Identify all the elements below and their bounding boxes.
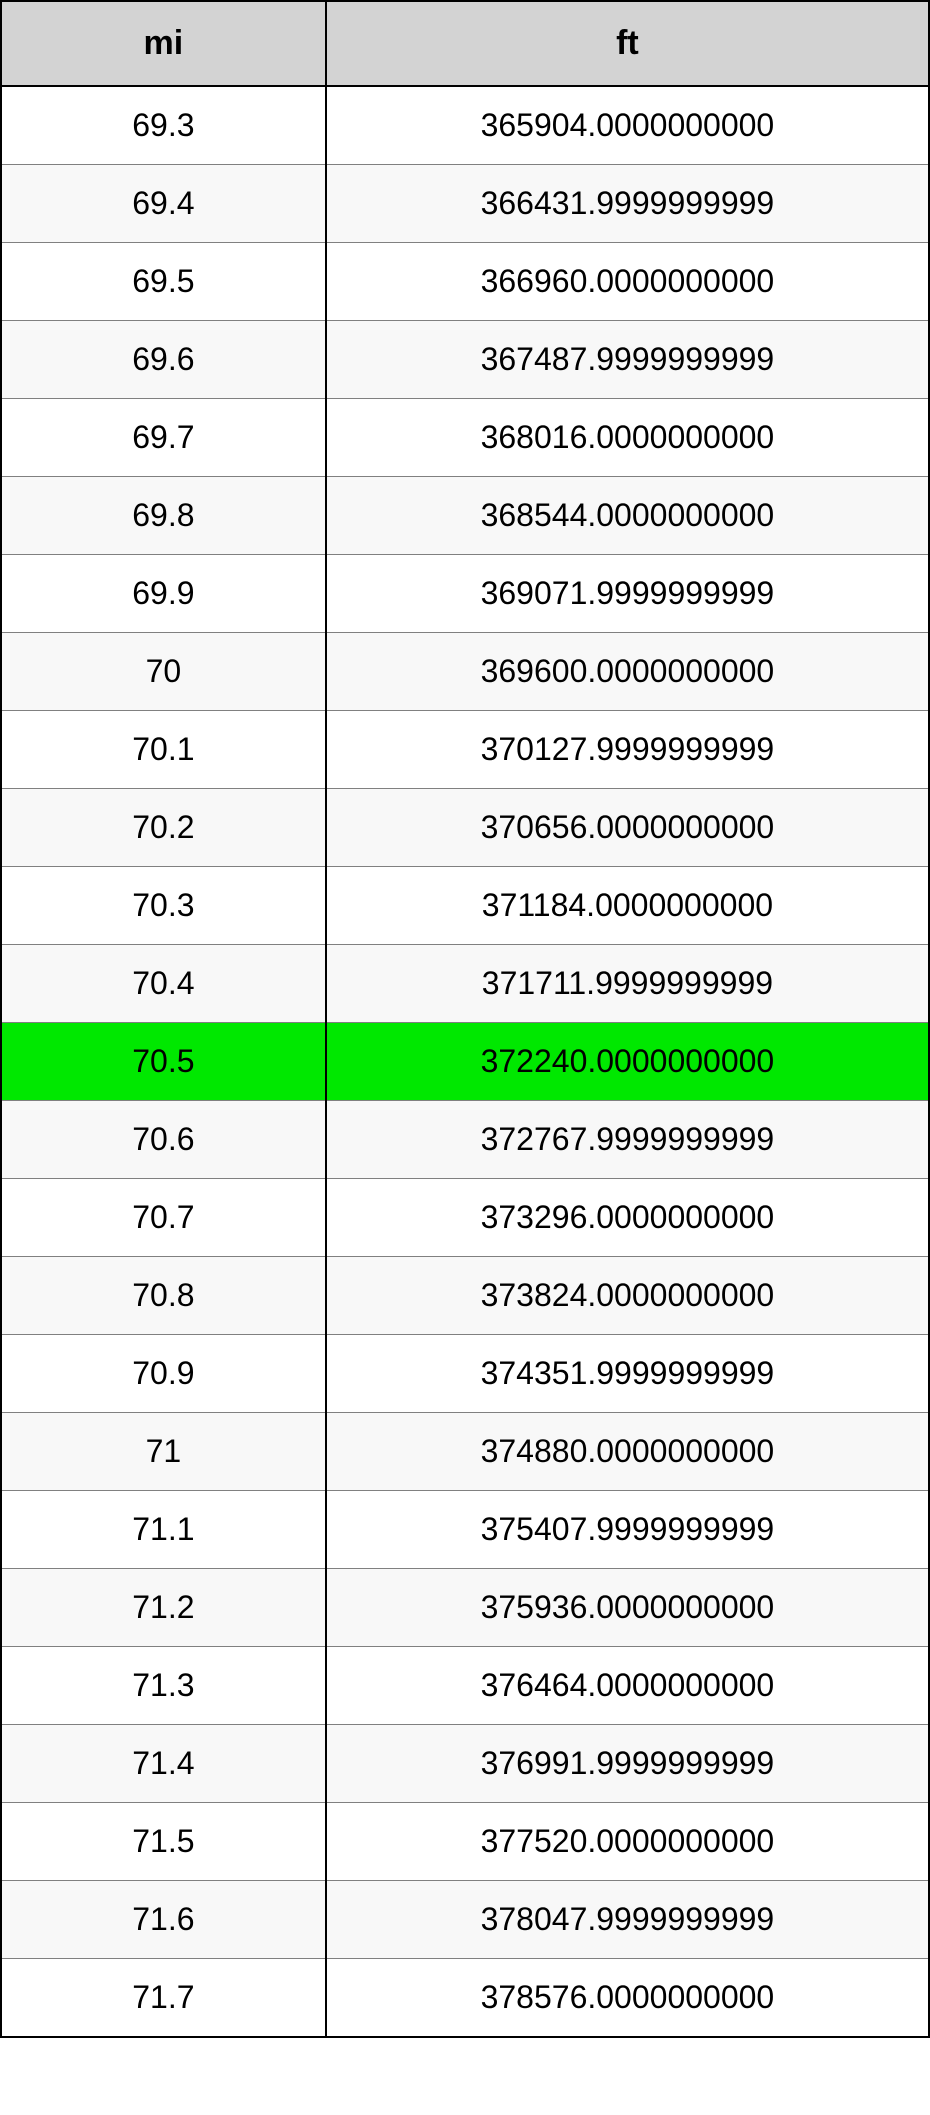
table-row: 71.6378047.9999999999 [1,1881,929,1959]
table-row: 71.3376464.0000000000 [1,1647,929,1725]
cell-mi: 69.7 [1,399,326,477]
cell-ft: 372240.0000000000 [326,1023,929,1101]
cell-ft: 372767.9999999999 [326,1101,929,1179]
cell-mi: 71.7 [1,1959,326,2038]
table-row: 70.1370127.9999999999 [1,711,929,789]
cell-ft: 371711.9999999999 [326,945,929,1023]
table-row: 70.2370656.0000000000 [1,789,929,867]
cell-ft: 367487.9999999999 [326,321,929,399]
cell-mi: 70.8 [1,1257,326,1335]
cell-mi: 71.6 [1,1881,326,1959]
cell-mi: 71 [1,1413,326,1491]
table-row: 69.9369071.9999999999 [1,555,929,633]
table-row: 69.8368544.0000000000 [1,477,929,555]
cell-mi: 70 [1,633,326,711]
table-body: 69.3365904.000000000069.4366431.99999999… [1,86,929,2037]
table-row: 71374880.0000000000 [1,1413,929,1491]
table-row: 69.5366960.0000000000 [1,243,929,321]
cell-ft: 375936.0000000000 [326,1569,929,1647]
cell-ft: 369071.9999999999 [326,555,929,633]
table-row: 70.9374351.9999999999 [1,1335,929,1413]
table-row: 71.7378576.0000000000 [1,1959,929,2038]
table-row: 70.6372767.9999999999 [1,1101,929,1179]
cell-ft: 370127.9999999999 [326,711,929,789]
cell-mi: 69.9 [1,555,326,633]
table-row: 69.6367487.9999999999 [1,321,929,399]
cell-mi: 70.2 [1,789,326,867]
cell-ft: 374351.9999999999 [326,1335,929,1413]
table-row: 71.1375407.9999999999 [1,1491,929,1569]
conversion-table: mi ft 69.3365904.000000000069.4366431.99… [0,0,930,2038]
cell-ft: 378576.0000000000 [326,1959,929,2038]
table-row: 70.3371184.0000000000 [1,867,929,945]
cell-ft: 368016.0000000000 [326,399,929,477]
table-row: 71.5377520.0000000000 [1,1803,929,1881]
cell-ft: 371184.0000000000 [326,867,929,945]
cell-mi: 71.1 [1,1491,326,1569]
cell-mi: 70.4 [1,945,326,1023]
cell-ft: 376464.0000000000 [326,1647,929,1725]
cell-mi: 71.2 [1,1569,326,1647]
cell-mi: 69.5 [1,243,326,321]
cell-mi: 69.6 [1,321,326,399]
cell-mi: 69.3 [1,86,326,165]
cell-ft: 377520.0000000000 [326,1803,929,1881]
column-header-mi: mi [1,1,326,86]
cell-mi: 70.1 [1,711,326,789]
cell-ft: 365904.0000000000 [326,86,929,165]
table-row: 70.5372240.0000000000 [1,1023,929,1101]
table-row: 70369600.0000000000 [1,633,929,711]
table-row: 69.3365904.0000000000 [1,86,929,165]
cell-ft: 370656.0000000000 [326,789,929,867]
cell-ft: 368544.0000000000 [326,477,929,555]
cell-ft: 373824.0000000000 [326,1257,929,1335]
cell-ft: 366431.9999999999 [326,165,929,243]
cell-mi: 71.3 [1,1647,326,1725]
table-row: 71.4376991.9999999999 [1,1725,929,1803]
cell-mi: 70.9 [1,1335,326,1413]
cell-mi: 71.4 [1,1725,326,1803]
cell-mi: 70.6 [1,1101,326,1179]
cell-mi: 70.7 [1,1179,326,1257]
cell-mi: 70.5 [1,1023,326,1101]
cell-ft: 373296.0000000000 [326,1179,929,1257]
cell-ft: 375407.9999999999 [326,1491,929,1569]
cell-ft: 374880.0000000000 [326,1413,929,1491]
cell-ft: 376991.9999999999 [326,1725,929,1803]
cell-mi: 69.8 [1,477,326,555]
table-row: 69.7368016.0000000000 [1,399,929,477]
cell-ft: 369600.0000000000 [326,633,929,711]
table-row: 70.8373824.0000000000 [1,1257,929,1335]
cell-mi: 70.3 [1,867,326,945]
cell-ft: 378047.9999999999 [326,1881,929,1959]
table-row: 71.2375936.0000000000 [1,1569,929,1647]
column-header-ft: ft [326,1,929,86]
table-row: 70.4371711.9999999999 [1,945,929,1023]
table-row: 70.7373296.0000000000 [1,1179,929,1257]
cell-ft: 366960.0000000000 [326,243,929,321]
cell-mi: 71.5 [1,1803,326,1881]
table-row: 69.4366431.9999999999 [1,165,929,243]
cell-mi: 69.4 [1,165,326,243]
table-header-row: mi ft [1,1,929,86]
